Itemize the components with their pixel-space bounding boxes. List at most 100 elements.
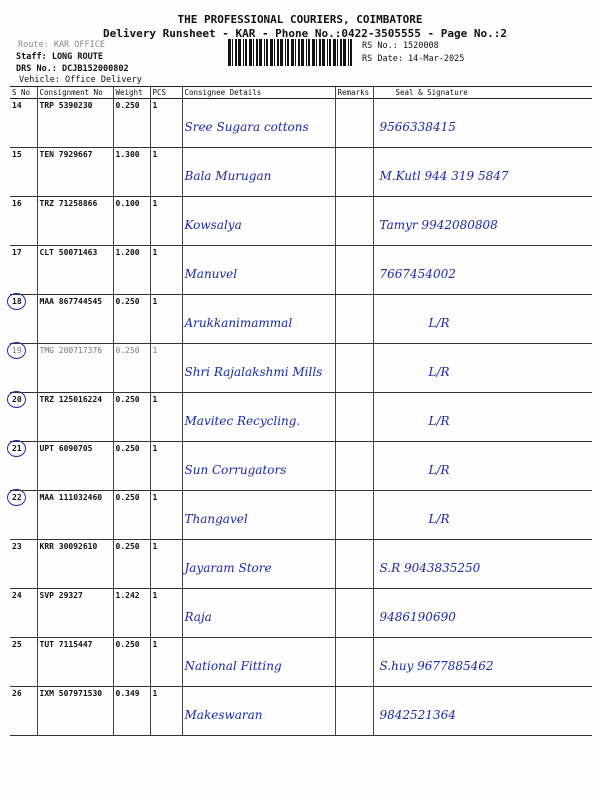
cell-weight: 0.250 — [112, 490, 150, 540]
pcs-value: 1 — [152, 493, 158, 502]
consignment-no-value: SVP 29327 — [39, 591, 83, 600]
seal-signature-value: S.huy 9677885462 — [379, 659, 494, 673]
consignee-details-value: Sun Corrugators — [184, 463, 287, 477]
cell-consignee-details: Bala Murugan — [181, 147, 335, 197]
barcode-bar — [249, 39, 252, 66]
cell-consignment-no: SVP 29327 — [36, 588, 113, 638]
cell-pcs: 1 — [149, 637, 182, 687]
table-row: 17 CLT 50071463 1.200 1 Manuvel 7667454002 — [10, 245, 592, 295]
seal-signature-value: 9566338415 — [379, 120, 456, 134]
consignment-no-value: TRZ 71258866 — [39, 199, 98, 208]
cell-pcs: 1 — [149, 245, 182, 295]
document-title: THE PROFESSIONAL COURIERS, COIMBATORE — [177, 13, 423, 26]
pcs-value: 1 — [152, 640, 158, 649]
cell-sno: 25 — [10, 637, 37, 687]
cell-consignee-details: Arukkanimammal — [181, 294, 335, 344]
cell-sno: 26 — [10, 686, 37, 736]
consignment-no-value: UPT 6090705 — [39, 444, 93, 453]
weight-value: 0.250 — [115, 444, 140, 453]
barcode-bar — [295, 39, 296, 66]
cell-weight: 0.250 — [112, 637, 150, 687]
cell-pcs: 1 — [149, 147, 182, 197]
cell-weight: 0.250 — [112, 294, 150, 344]
barcode-bar — [238, 39, 241, 66]
barcode-bar — [340, 39, 342, 66]
barcode-bar — [280, 39, 283, 66]
cell-sno: 24 — [10, 588, 37, 638]
cell-seal-signature: S.R 9043835250 — [372, 539, 592, 589]
cell-seal-signature: 7667454002 — [372, 245, 592, 295]
cell-pcs: 1 — [149, 196, 182, 246]
cell-sno: 14 — [10, 98, 37, 148]
seal-signature-value: L/R — [428, 512, 450, 526]
consignee-details-value: Raja — [184, 610, 212, 624]
cell-consignment-no: IXM 507971530 — [36, 686, 113, 736]
consignee-details-value: Kowsalya — [184, 218, 242, 232]
cell-consignment-no: CLT 50071463 — [36, 245, 113, 295]
pcs-value: 1 — [152, 591, 158, 600]
cell-weight: 0.250 — [112, 539, 150, 589]
consignee-details-value: Arukkanimammal — [184, 316, 293, 330]
cell-seal-signature: L/R — [372, 392, 592, 442]
weight-value: 0.349 — [115, 689, 140, 698]
cell-remarks — [334, 147, 373, 197]
cell-consignee-details: Raja — [181, 588, 335, 638]
consignment-no-value: CLT 50071463 — [39, 248, 98, 257]
cell-seal-signature: L/R — [372, 343, 592, 393]
cell-sno: 23 — [10, 539, 37, 589]
seal-signature-value: 9842521364 — [379, 708, 456, 722]
weight-value: 0.250 — [115, 395, 140, 404]
barcode-bar — [322, 39, 325, 66]
consignment-no-value: KRR 30092610 — [39, 542, 98, 551]
cell-remarks — [334, 588, 373, 638]
runsheet-table: S No Consignment No Weight PCS Consignee Det… — [7, 86, 592, 736]
cell-consignee-details: Thangavel — [181, 490, 335, 540]
cell-seal-signature: 9842521364 — [372, 686, 592, 736]
cell-consignee-details: Makeswaran — [181, 686, 335, 736]
seal-signature-value: L/R — [428, 463, 450, 477]
cell-remarks — [334, 196, 373, 246]
cell-consignment-no: TRZ 71258866 — [36, 196, 113, 246]
table-row: 18 MAA 867744545 0.250 1 Arukkanimammal L/R — [7, 293, 592, 344]
seal-signature-value: M.Kutl 944 319 5847 — [379, 169, 509, 183]
barcode-bar — [329, 39, 331, 66]
cell-consignment-no: UPT 6090705 — [36, 441, 113, 491]
consignment-no-value: TRP 5390230 — [39, 101, 93, 110]
consignment-no-value: TEN 7929667 — [39, 150, 93, 159]
table-row: 22 MAA 111032460 0.250 1 Thangavel L/R — [7, 489, 592, 540]
sno-value: 25 — [12, 640, 22, 649]
sno-value: 26 — [12, 689, 22, 698]
table-row: 14 TRP 5390230 0.250 1 Sree Sugara cottons 95… — [10, 98, 592, 148]
route-label: Route: KAR OFFICE — [18, 40, 105, 50]
barcode-bar — [277, 39, 279, 66]
table-row: 23 KRR 30092610 0.250 1 Jayaram Store S.R 904… — [10, 539, 592, 589]
barcode-bar — [319, 39, 321, 66]
cell-consignee-details: Shri Rajalakshmi Mills — [181, 343, 335, 393]
cell-pcs: 1 — [149, 539, 182, 589]
vehicle-label: Vehicle: Office Delivery — [19, 75, 142, 85]
consignment-no-value: MAA 867744545 — [39, 297, 103, 306]
cell-consignment-no: TRZ 125016224 — [36, 392, 113, 442]
cell-sno: 22 — [7, 489, 37, 540]
barcode-bar — [306, 39, 307, 66]
pcs-value: 1 — [152, 395, 158, 404]
table-row: 16 TRZ 71258866 0.100 1 Kowsalya Tamyr 994208… — [10, 196, 592, 246]
cell-remarks — [334, 392, 373, 442]
cell-pcs: 1 — [149, 98, 182, 148]
consignee-details-value: Makeswaran — [184, 708, 263, 722]
barcode-bar — [301, 39, 304, 66]
seal-signature-value: Tamyr 9942080808 — [379, 218, 498, 232]
barcode-bar — [348, 39, 349, 66]
cell-remarks — [334, 343, 373, 393]
cell-sno: 17 — [10, 245, 37, 295]
table-row: 25 TUT 7115447 0.250 1 National Fitting S.huy… — [10, 637, 592, 687]
weight-value: 0.250 — [115, 101, 140, 110]
cell-weight: 1.300 — [112, 147, 150, 197]
cell-consignment-no: TRP 5390230 — [36, 98, 113, 148]
weight-value: 0.250 — [115, 346, 140, 355]
ink-circle-mark — [7, 293, 26, 310]
seal-signature-value: L/R — [428, 365, 450, 379]
cell-pcs: 1 — [149, 392, 182, 442]
barcode-bar — [291, 39, 294, 66]
cell-weight: 0.100 — [112, 196, 150, 246]
